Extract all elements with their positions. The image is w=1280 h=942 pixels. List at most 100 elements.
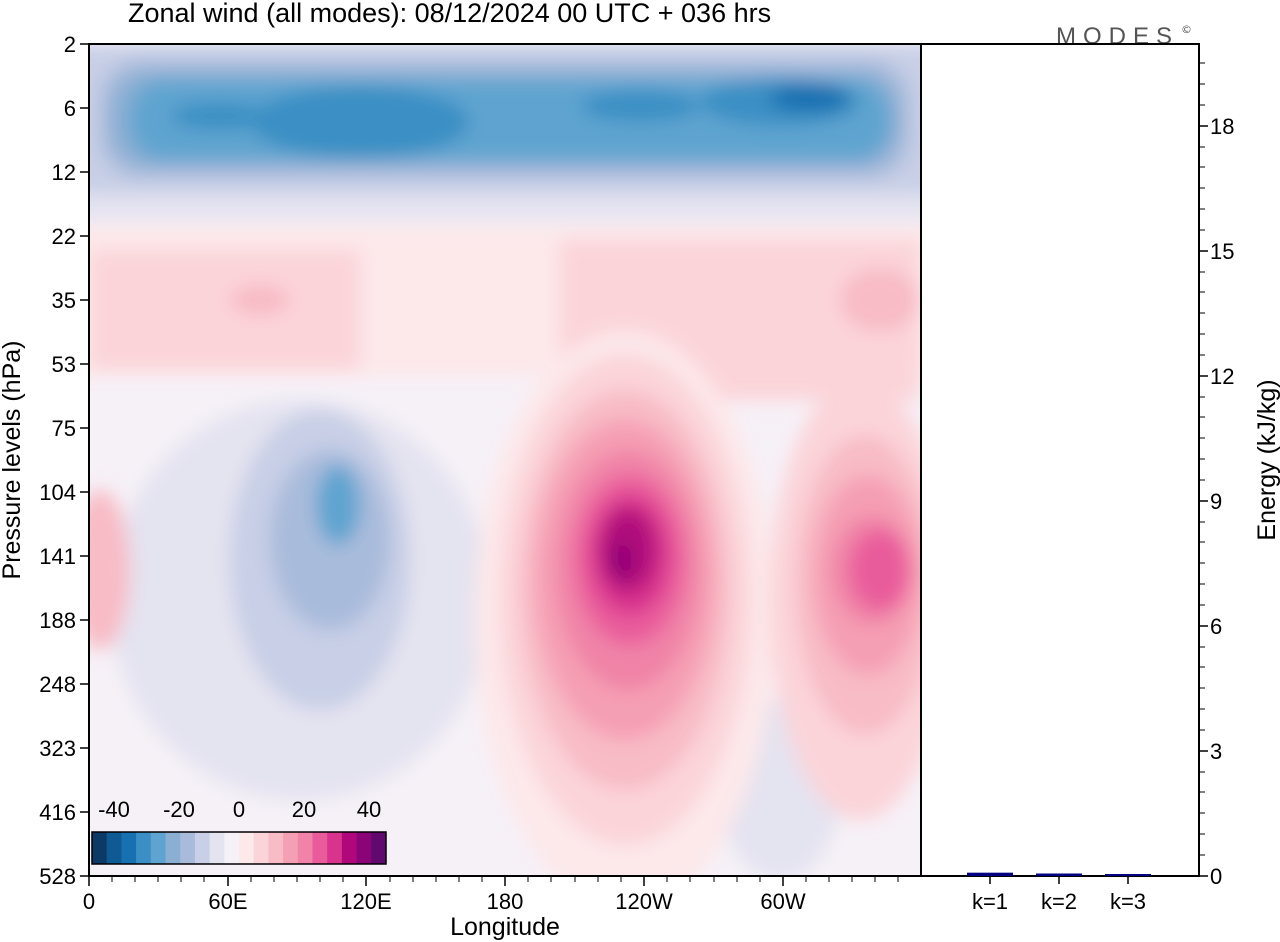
energy-tick-label-18: 18 [1210, 114, 1234, 139]
energy-tick-15: 15 [1199, 239, 1234, 264]
zonal-wind-heatmap [89, 44, 921, 876]
colorbar-swatch [371, 832, 387, 864]
energy-category-label-k1: k=1 [972, 889, 1008, 914]
energy-tick-label-0: 0 [1210, 864, 1222, 889]
colorbar-swatch [180, 832, 196, 864]
energy-tick-label-3: 3 [1210, 739, 1222, 764]
y-tick-248: 248 [39, 672, 89, 697]
energy-tick-18: 18 [1199, 114, 1234, 139]
colorbar-swatch [312, 832, 328, 864]
colorbar-swatch [268, 832, 284, 864]
energy-tick-label-9: 9 [1210, 489, 1222, 514]
energy-category-label-k3: k=3 [1110, 889, 1146, 914]
energy-bar-k3 [1105, 874, 1151, 876]
y-tick-141: 141 [39, 544, 89, 569]
y-tick-22: 22 [52, 224, 89, 249]
energy-tick-9: 9 [1199, 489, 1222, 514]
energy-axis-title: Energy (kJ/kg) [1253, 379, 1280, 540]
energy-tick-0: 0 [1199, 864, 1222, 889]
y-tick-12: 12 [52, 160, 89, 185]
colorbar-swatch [194, 832, 211, 864]
colorbar-swatch [239, 832, 255, 864]
energy-tick-12: 12 [1199, 364, 1234, 389]
energy-category-label-k2: k=2 [1041, 889, 1077, 914]
colorbar-label-neg20: -20 [163, 797, 195, 822]
energy-tick-label-6: 6 [1210, 614, 1222, 639]
x-tick-label-120w: 120W [615, 889, 673, 914]
colorbar-swatch [327, 832, 343, 864]
y-tick-53: 53 [52, 352, 89, 377]
y-tick-188: 188 [39, 608, 89, 633]
colorbar-swatch [356, 832, 372, 864]
y-tick-label-416: 416 [39, 800, 76, 825]
energy-tick-label-15: 15 [1210, 239, 1234, 264]
y-tick-label-141: 141 [39, 544, 76, 569]
y-tick-6: 6 [64, 96, 89, 121]
x-tick-label-60w: 60W [760, 889, 805, 914]
y-tick-label-22: 22 [52, 224, 76, 249]
colorbar [91, 831, 387, 865]
longitude-axis: 0 60E 120E 180 120W 60W [83, 876, 899, 914]
colorbar-label-40: 40 [357, 797, 381, 822]
x-tick-120e: 120E [340, 876, 392, 914]
energy-tick-3: 3 [1199, 739, 1222, 764]
colorbar-label-20: 20 [292, 797, 316, 822]
x-tick-label-120e: 120E [340, 889, 391, 914]
x-tick-60e: 60E [208, 876, 248, 914]
heatmap-field [89, 44, 921, 876]
colorbar-swatch [106, 832, 122, 864]
energy-category-axis: k=1 k=2 k=3 [972, 876, 1146, 914]
x-tick-60w: 60W [760, 876, 806, 914]
x-tick-120w: 120W [615, 876, 673, 914]
y-tick-label-35: 35 [52, 288, 76, 313]
colorbar-swatch [150, 832, 166, 864]
energy-bar-chart: 0 3 6 9 12 15 18 k=1 k=2 k=3 [920, 43, 1234, 914]
colorbar-swatch [283, 832, 299, 864]
energy-bars [967, 872, 1151, 876]
x-tick-label-60e: 60E [208, 889, 247, 914]
energy-bar-k2 [1036, 873, 1082, 876]
colorbar-swatch [224, 832, 240, 864]
energy-bar-k1 [967, 872, 1013, 876]
longitude-axis-title: Longitude [450, 913, 560, 941]
y-tick-75: 75 [52, 416, 89, 441]
y-tick-label-323: 323 [39, 736, 76, 761]
y-tick-323: 323 [39, 736, 89, 761]
y-tick-label-528: 528 [39, 864, 76, 889]
energy-tick-label-12: 12 [1210, 364, 1234, 389]
energy-axis: 0 3 6 9 12 15 18 [1199, 62, 1234, 889]
colorbar-swatch [136, 832, 152, 864]
x-tick-180: 180 [487, 876, 524, 914]
colorbar-swatch [297, 832, 313, 864]
y-tick-2: 2 [64, 32, 89, 57]
y-tick-label-75: 75 [52, 416, 76, 441]
y-tick-label-53: 53 [52, 352, 76, 377]
x-tick-label-0: 0 [83, 889, 95, 914]
y-tick-label-12: 12 [52, 160, 76, 185]
colorbar-swatches [92, 832, 387, 864]
y-tick-label-188: 188 [39, 608, 76, 633]
energy-panel-frame [920, 43, 1200, 877]
y-tick-35: 35 [52, 288, 89, 313]
colorbar-swatch [253, 832, 269, 864]
colorbar-swatch [209, 832, 225, 864]
y-tick-label-6: 6 [64, 96, 76, 121]
colorbar-swatch [92, 832, 108, 864]
colorbar-swatch [341, 832, 358, 864]
colorbar-label-zero: 0 [233, 797, 245, 822]
x-tick-label-180: 180 [487, 889, 524, 914]
colorbar-label-neg40: -40 [98, 797, 130, 822]
y-tick-416: 416 [39, 800, 89, 825]
modes-logo-mark: © [1181, 23, 1192, 36]
colorbar-swatch [121, 832, 137, 864]
y-tick-label-248: 248 [39, 672, 76, 697]
pressure-axis-title: Pressure levels (hPa) [0, 341, 26, 580]
pressure-axis: 2 6 12 22 35 53 75 104 141 188 248 323 4… [39, 32, 89, 889]
x-tick-0: 0 [83, 876, 95, 914]
y-tick-104: 104 [39, 480, 89, 505]
y-tick-label-104: 104 [39, 480, 76, 505]
y-tick-528: 528 [39, 864, 89, 889]
y-tick-label-2: 2 [64, 32, 76, 57]
colorbar-swatch [165, 832, 181, 864]
